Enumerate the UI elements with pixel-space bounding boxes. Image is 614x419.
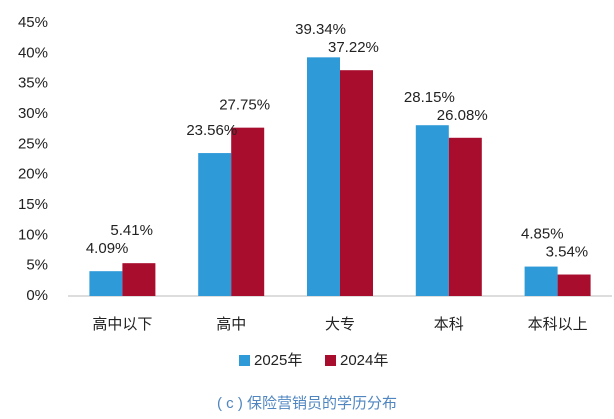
x-tick-label: 本科以上 bbox=[528, 316, 588, 333]
value-label: 26.08% bbox=[437, 107, 488, 124]
value-label: 4.85% bbox=[521, 225, 564, 242]
y-tick-label: 30% bbox=[18, 105, 48, 122]
y-tick-label: 25% bbox=[18, 135, 48, 152]
bar bbox=[307, 57, 340, 296]
value-label: 23.56% bbox=[186, 122, 237, 139]
bar bbox=[340, 70, 373, 296]
value-label: 39.34% bbox=[295, 21, 346, 38]
legend-swatch bbox=[325, 355, 336, 366]
y-tick-label: 15% bbox=[18, 196, 48, 213]
y-tick-label: 20% bbox=[18, 166, 48, 183]
value-label: 27.75% bbox=[219, 97, 270, 114]
bar bbox=[415, 125, 449, 297]
bar bbox=[122, 263, 156, 296]
bar bbox=[89, 271, 123, 296]
y-tick-label: 0% bbox=[26, 287, 48, 304]
bar bbox=[231, 127, 265, 297]
value-label: 5.41% bbox=[110, 222, 153, 239]
value-label: 28.15% bbox=[404, 89, 455, 106]
value-label: 37.22% bbox=[328, 39, 379, 56]
caption: ( c ) 保险营销员的学历分布 bbox=[217, 395, 397, 412]
y-tick-label: 5% bbox=[26, 257, 48, 274]
y-tick-label: 10% bbox=[18, 226, 48, 243]
x-tick-label: 大专 bbox=[325, 316, 355, 333]
value-label: 4.09% bbox=[86, 240, 129, 257]
bar bbox=[448, 137, 482, 296]
value-label: 3.54% bbox=[546, 243, 589, 260]
x-tick-label: 高中 bbox=[216, 316, 246, 333]
legend-swatch bbox=[239, 355, 250, 366]
y-tick-label: 35% bbox=[18, 75, 48, 92]
x-tick-label: 本科 bbox=[434, 316, 464, 333]
bar bbox=[524, 266, 558, 296]
y-tick-label: 40% bbox=[18, 44, 48, 61]
legend-label: 2024年 bbox=[340, 352, 388, 369]
bar bbox=[557, 274, 591, 296]
y-tick-label: 45% bbox=[18, 14, 48, 31]
legend-label: 2025年 bbox=[254, 352, 302, 369]
x-tick-label: 高中以下 bbox=[92, 316, 152, 333]
bar bbox=[198, 153, 232, 296]
